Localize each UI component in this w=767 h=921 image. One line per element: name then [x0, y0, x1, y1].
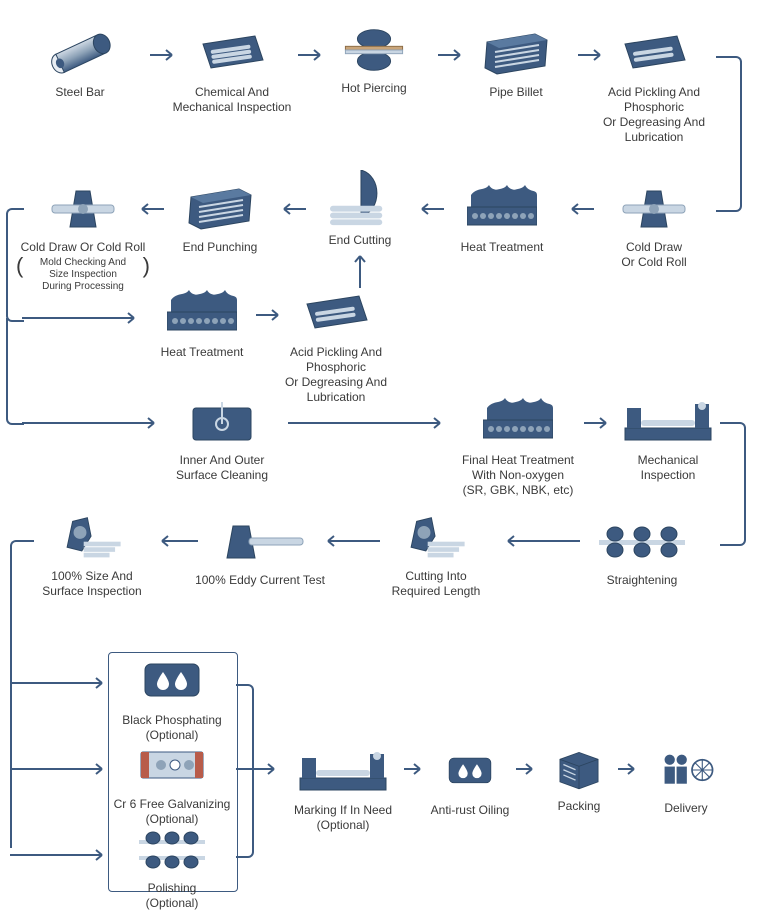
- node-pipe-billet: Pipe Billet: [456, 30, 576, 100]
- eddy-icon: [215, 518, 305, 566]
- delivery-icon: [656, 746, 716, 794]
- node-label: Marking If In Need(Optional): [278, 803, 408, 833]
- connector-line: [10, 768, 14, 848]
- node-label: Pipe Billet: [456, 85, 576, 100]
- node-label: Final Heat TreatmentWith Non-oxygen(SR, …: [448, 453, 588, 498]
- machine-bench-icon: [623, 398, 713, 446]
- hot-piercing-icon: [339, 26, 409, 74]
- node-label: Cold Draw Or Cold Roll: [18, 240, 148, 255]
- node-eddy-current: 100% Eddy Current Test: [190, 518, 330, 588]
- drops-icon: [443, 748, 497, 796]
- node-label: Acid Pickling AndPhosphoricOr Degreasing…: [594, 85, 714, 145]
- node-delivery: Delivery: [636, 746, 736, 816]
- flowchart-canvas: Steel Bar Chemical AndMechanical Inspect…: [0, 0, 767, 921]
- draw-die-icon: [48, 185, 118, 233]
- node-label: 100% Eddy Current Test: [190, 573, 330, 588]
- node-acid-pickling-1: Acid Pickling AndPhosphoricOr Degreasing…: [594, 30, 714, 145]
- node-heat-treatment-2: Heat Treatment: [142, 290, 262, 360]
- connector-line: [10, 540, 34, 770]
- node-marking: Marking If In Need(Optional): [278, 748, 408, 833]
- node-end-punching: End Punching: [160, 185, 280, 255]
- node-cold-draw-2: Cold Draw Or Cold Roll ( Mold Checking A…: [18, 185, 148, 293]
- node-label: Hot Piercing: [314, 81, 434, 96]
- node-label: Black Phosphating(Optional): [112, 713, 232, 743]
- node-label: Polishing(Optional): [112, 881, 232, 911]
- node-label: MechanicalInspection: [608, 453, 728, 483]
- node-final-heat: Final Heat TreatmentWith Non-oxygen(SR, …: [448, 398, 588, 498]
- cleaning-icon: [187, 398, 257, 446]
- node-label: Inner And OuterSurface Cleaning: [162, 453, 282, 483]
- polishing-icon: [137, 826, 207, 874]
- node-acid-pickling-2: Acid Pickling AndPhosphoricOr Degreasing…: [276, 290, 396, 405]
- node-mech-inspection: MechanicalInspection: [608, 398, 728, 483]
- node-packing: Packing: [534, 744, 624, 814]
- node-heat-treatment-1: Heat Treatment: [442, 185, 562, 255]
- arrow-left-icon: [564, 202, 594, 216]
- billet-icon: [481, 30, 551, 78]
- node-label: Packing: [534, 799, 624, 814]
- arrow-right-icon: [288, 416, 448, 430]
- furnace-icon: [467, 185, 537, 233]
- box-icon: [553, 744, 605, 792]
- furnace-icon: [483, 398, 553, 446]
- cutter-icon: [401, 514, 471, 562]
- node-anti-rust: Anti-rust Oiling: [420, 748, 520, 818]
- node-surface-cleaning: Inner And OuterSurface Cleaning: [162, 398, 282, 483]
- tray-bars-icon: [197, 30, 267, 78]
- node-label: Heat Treatment: [142, 345, 262, 360]
- node-galvanizing: Cr 6 Free Galvanizing(Optional): [112, 742, 232, 827]
- node-label: Anti-rust Oiling: [420, 803, 520, 818]
- connector-line: [720, 422, 746, 546]
- node-label: Delivery: [636, 801, 736, 816]
- drops-icon: [137, 658, 207, 706]
- arrow-right-icon: [22, 416, 162, 430]
- connector-line: [6, 318, 24, 425]
- connector-line: [6, 208, 24, 322]
- node-straightening: Straightening: [582, 518, 702, 588]
- connector-line: [236, 768, 252, 770]
- connector-line: [716, 56, 742, 212]
- tray-bars-icon: [619, 30, 689, 78]
- arrow-right-icon: [10, 762, 110, 776]
- node-label: Cutting IntoRequired Length: [376, 569, 496, 599]
- node-cold-draw-1: Cold DrawOr Cold Roll: [594, 185, 714, 270]
- node-label: End Cutting: [300, 233, 420, 248]
- node-chem-mech: Chemical AndMechanical Inspection: [172, 30, 292, 115]
- cutter-icon: [57, 514, 127, 562]
- node-steel-bar: Steel Bar: [20, 30, 140, 100]
- furnace-icon: [167, 290, 237, 338]
- node-label: Chemical AndMechanical Inspection: [172, 85, 292, 115]
- billet-icon: [185, 185, 255, 233]
- node-cutting-length: Cutting IntoRequired Length: [376, 514, 496, 599]
- node-end-cutting: End Cutting: [300, 170, 420, 248]
- node-label: Steel Bar: [20, 85, 140, 100]
- node-label: Straightening: [582, 573, 702, 588]
- arrow-left-icon: [500, 534, 580, 548]
- node-label: Acid Pickling AndPhosphoricOr Degreasing…: [276, 345, 396, 405]
- machine-bench-icon: [298, 748, 388, 796]
- node-label: Heat Treatment: [442, 240, 562, 255]
- node-hot-piercing: Hot Piercing: [314, 26, 434, 96]
- draw-die-icon: [619, 185, 689, 233]
- arrow-right-icon: [10, 848, 110, 862]
- node-size-surface: 100% Size AndSurface Inspection: [32, 514, 152, 599]
- straighten-icon: [597, 518, 687, 566]
- arrow-left-icon: [154, 534, 198, 548]
- node-label: 100% Size AndSurface Inspection: [32, 569, 152, 599]
- node-polishing: Polishing(Optional): [112, 826, 232, 911]
- steel-bar-icon: [45, 30, 115, 78]
- node-label: End Punching: [160, 240, 280, 255]
- node-sublabel: Mold Checking AndSize InspectionDuring P…: [18, 257, 148, 293]
- arrow-left-icon: [276, 202, 306, 216]
- galvanizing-icon: [137, 742, 207, 790]
- node-black-phosphating: Black Phosphating(Optional): [112, 658, 232, 743]
- arrow-up-icon: [353, 248, 367, 288]
- end-cutting-icon: [325, 170, 395, 230]
- node-label: Cr 6 Free Galvanizing(Optional): [112, 797, 232, 827]
- arrow-right-icon: [22, 311, 142, 325]
- tray-bars-icon: [301, 290, 371, 338]
- arrow-right-icon: [10, 676, 110, 690]
- node-label: Cold DrawOr Cold Roll: [594, 240, 714, 270]
